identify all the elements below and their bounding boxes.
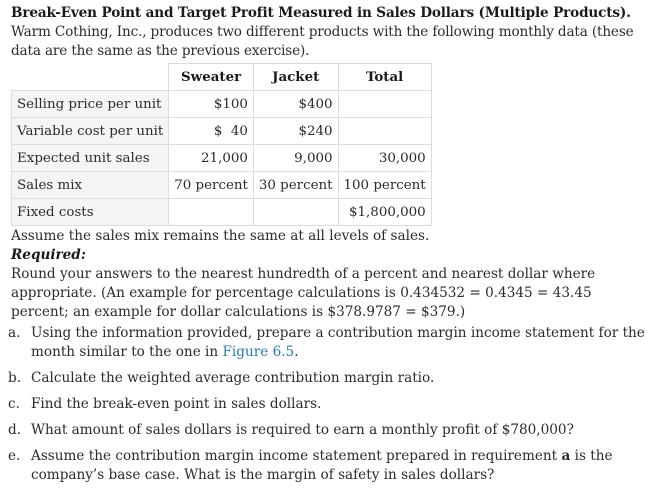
rounding-instructions: Round your answers to the nearest hundre… xyxy=(11,266,596,320)
cell-sweater xyxy=(168,198,254,226)
cell-jacket xyxy=(252,198,339,226)
table-row: Fixed costs $1,800,000 xyxy=(10,198,432,226)
cell-jacket: 9,000 xyxy=(252,144,339,172)
list-item: c. Find the break-even point in sales do… xyxy=(8,395,652,414)
cell-total: 30,000 xyxy=(337,144,432,172)
product-data-table: Sweater Jacket Total Selling price per u… xyxy=(10,63,432,226)
item-marker: a. xyxy=(8,325,21,341)
table-row: Expected unit sales 21,000 9,000 30,000 xyxy=(10,144,432,172)
item-suffix: . xyxy=(294,344,299,360)
row-label: Sales mix xyxy=(10,171,170,199)
cell-jacket: $240 xyxy=(252,117,339,145)
item-marker: c. xyxy=(8,396,20,412)
cell-sweater-value: $ 40 xyxy=(213,123,248,139)
item-text-after: is the company’s base case. What is the … xyxy=(31,448,613,483)
header-sweater: Sweater xyxy=(168,63,254,91)
cell-sweater: $100 xyxy=(168,90,254,118)
item-bold-ref: a xyxy=(561,448,571,464)
header-empty xyxy=(10,63,170,91)
table-row: Selling price per unit $100 $400 xyxy=(10,90,432,118)
exercise-intro: Warm Cothing, Inc., produces two differe… xyxy=(11,24,634,59)
cell-total: 100 percent xyxy=(337,171,432,199)
list-item: a. Using the information provided, prepa… xyxy=(8,324,652,362)
required-heading: Required: xyxy=(11,247,86,263)
header-jacket: Jacket xyxy=(252,63,339,91)
item-text: Calculate the weighted average contribut… xyxy=(31,370,435,386)
row-label: Expected unit sales xyxy=(10,144,170,172)
header-total: Total xyxy=(337,63,432,91)
table-row: Sales mix 70 percent 30 percent 100 perc… xyxy=(10,171,432,199)
cell-jacket: 30 percent xyxy=(252,171,339,199)
exercise-title: Break-Even Point and Target Profit Measu… xyxy=(11,5,631,21)
list-item: d. What amount of sales dollars is requi… xyxy=(8,421,652,440)
cell-total xyxy=(337,90,432,118)
table-header-row: Sweater Jacket Total xyxy=(10,63,432,91)
item-marker: d. xyxy=(8,422,22,438)
exercise-heading: Break-Even Point and Target Profit Measu… xyxy=(11,4,652,61)
cell-jacket: $400 xyxy=(252,90,339,118)
row-label: Variable cost per unit xyxy=(10,117,170,145)
figure-link[interactable]: Figure 6.5 xyxy=(222,344,295,360)
cell-total: $1,800,000 xyxy=(337,198,432,226)
cell-sweater: 21,000 xyxy=(168,144,254,172)
item-text: Using the information provided, prepare … xyxy=(31,325,645,360)
item-marker: b. xyxy=(8,370,22,386)
item-text-before: Assume the contribution margin income st… xyxy=(31,448,562,464)
row-label: Selling price per unit xyxy=(10,90,170,118)
sales-mix-assumption: Assume the sales mix remains the same at… xyxy=(11,228,430,244)
item-text: Find the break-even point in sales dolla… xyxy=(31,396,322,412)
cell-sweater: 70 percent xyxy=(168,171,254,199)
table-row: Variable cost per unit $ 40 $240 xyxy=(10,117,432,145)
item-text: What amount of sales dollars is required… xyxy=(31,422,574,438)
cell-total xyxy=(337,117,432,145)
requirements-list: a. Using the information provided, prepa… xyxy=(8,324,652,485)
list-item: e. Assume the contribution margin income… xyxy=(8,447,652,485)
list-item: b. Calculate the weighted average contri… xyxy=(8,369,652,388)
item-marker: e. xyxy=(8,448,21,464)
cell-sweater: $ 40 xyxy=(168,117,254,145)
row-label: Fixed costs xyxy=(10,198,170,226)
